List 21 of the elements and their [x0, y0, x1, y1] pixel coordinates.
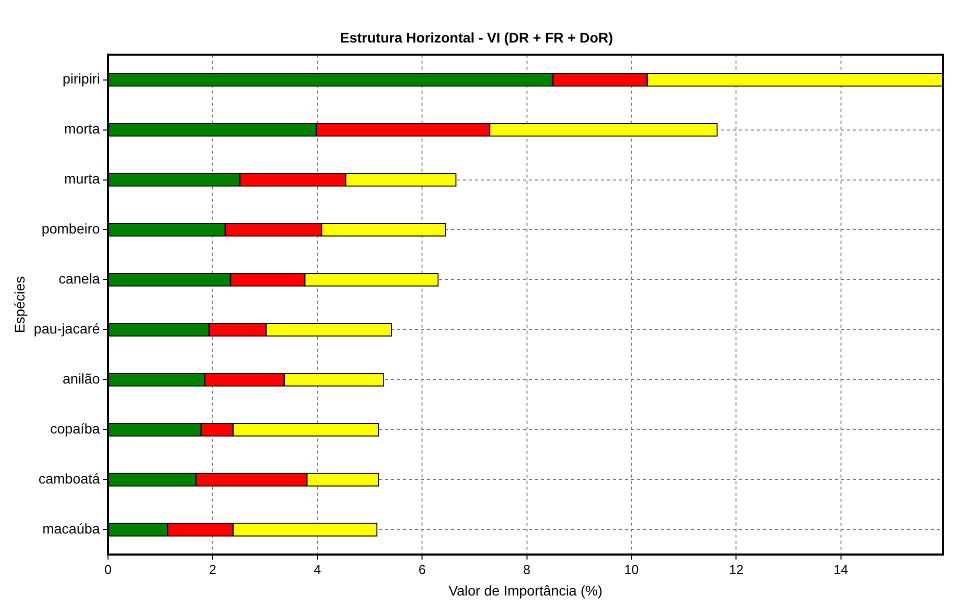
x-tick-label: 4 [314, 562, 321, 577]
x-tick-label: 2 [209, 562, 216, 577]
y-tick-label: pombeiro [42, 220, 100, 237]
y-tick-label: copaíba [50, 420, 100, 437]
y-tick-label: camboatá [38, 470, 100, 486]
y-tick-label: pau-jacaré [34, 320, 100, 337]
x-tick-label: 8 [523, 562, 530, 577]
x-tick-label: 12 [728, 562, 744, 577]
y-tick-label: piripiri [62, 70, 100, 87]
x-tick-label: 14 [834, 562, 848, 577]
y-tick-label: murta [64, 170, 100, 187]
y-tick-label: anilão [62, 370, 100, 387]
y-tick-label: morta [64, 120, 100, 137]
y-tick-label: macaúba [42, 520, 100, 536]
chart-title: Estrutura Horizontal - VI (DR + FR + DoR) [340, 29, 614, 46]
x-tick-label: 6 [418, 562, 426, 577]
y-axis-title: Espécies [11, 276, 28, 334]
y-tick-label: canela [58, 270, 100, 287]
x-axis-title: Valor de Importância (%) [448, 582, 602, 598]
x-tick-label: 10 [624, 562, 639, 577]
x-tick-label: 0 [104, 562, 112, 577]
